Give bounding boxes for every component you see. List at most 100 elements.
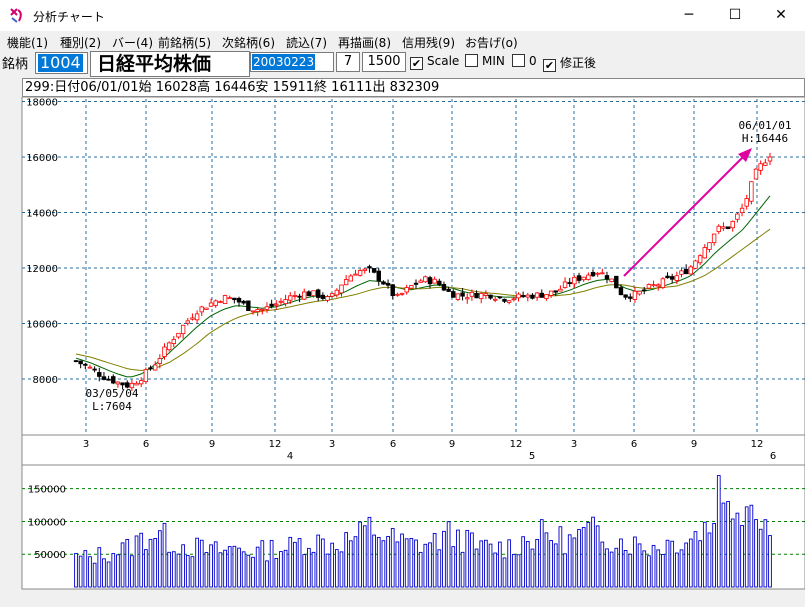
candle-body <box>353 273 358 276</box>
date-input[interactable]: 20030223 <box>250 52 334 72</box>
volume-bar <box>661 554 665 588</box>
checkbox-empty-icon <box>465 54 478 67</box>
month-tick-label: 3 <box>329 439 335 450</box>
candle-body <box>302 291 307 300</box>
volume-bar <box>209 544 213 588</box>
candle-body <box>730 220 735 229</box>
month-tick-label: 12 <box>751 439 764 450</box>
menu-next-stock[interactable]: 次銘柄(6) <box>222 36 275 50</box>
stock-code-value: 1004 <box>38 53 83 72</box>
min-checkbox[interactable]: MIN <box>465 54 505 70</box>
candle-body <box>222 295 228 304</box>
adjusted-label: 修正後 <box>560 56 597 70</box>
candle-body <box>208 302 214 307</box>
menu-margin-balance[interactable]: 信用残(9) <box>402 36 455 50</box>
title-bar[interactable]: 分析チャート ─ ☐ ✕ <box>0 0 805 31</box>
candle-body <box>320 294 326 299</box>
month-tick-label: 9 <box>449 439 455 450</box>
menu-redraw[interactable]: 再描画(8) <box>338 36 391 50</box>
volume-bar <box>609 551 614 588</box>
maximize-button[interactable]: ☐ <box>728 7 742 23</box>
volume-bar <box>563 553 567 588</box>
candle-body <box>334 289 340 296</box>
volume-bar <box>488 543 493 588</box>
candle-body <box>288 295 293 301</box>
candle-body <box>646 284 652 289</box>
candle-body <box>115 381 121 385</box>
price-tick-label: 14000 <box>26 209 58 220</box>
candle-body <box>101 376 107 380</box>
candle-body <box>763 162 768 166</box>
candle-body <box>716 225 721 232</box>
volume-bar <box>260 540 265 588</box>
volume-bar <box>460 551 465 588</box>
candle-body <box>362 268 367 271</box>
candle-body <box>479 293 484 299</box>
close-button[interactable]: ✕ <box>775 7 787 23</box>
volume-bar <box>656 549 661 588</box>
menu-type[interactable]: 種別(2) <box>60 36 101 50</box>
scale-checkbox[interactable]: ✔ Scale <box>410 54 459 70</box>
volume-bar <box>372 534 376 588</box>
volume-bar <box>740 525 744 588</box>
candle-body <box>283 299 288 305</box>
checkbox-check-icon: ✔ <box>410 57 423 70</box>
count-input[interactable]: 1500 <box>362 52 406 72</box>
volume-panel <box>21 464 805 590</box>
volume-bar <box>227 546 232 588</box>
minimize-button[interactable]: ─ <box>684 7 694 23</box>
volume-bar <box>605 548 609 588</box>
volume-bar <box>316 534 321 588</box>
candle-body <box>176 332 181 338</box>
checkbox-empty-icon <box>512 54 525 67</box>
candle-body <box>548 290 554 296</box>
volume-bar <box>116 554 120 588</box>
volume-bar <box>670 540 675 588</box>
candle-body <box>628 296 633 299</box>
volume-bar <box>539 519 544 588</box>
days-input[interactable]: 7 <box>336 52 360 72</box>
volume-bar <box>269 539 274 588</box>
adjusted-checkbox[interactable]: ✔ 修正後 <box>543 54 597 72</box>
volume-bar <box>716 475 721 588</box>
month-tick-label: 12 <box>269 439 282 450</box>
volume-bar <box>647 555 651 588</box>
menu-oracle[interactable]: お告げ(o) <box>465 36 518 50</box>
candle-body <box>381 281 386 285</box>
volume-bar <box>232 545 237 588</box>
candle-body <box>269 303 274 307</box>
candle-body <box>292 295 298 297</box>
candle-body <box>260 308 265 311</box>
volume-bar <box>311 551 316 588</box>
candle-body <box>83 363 88 366</box>
candle-body <box>418 280 423 283</box>
short-moving-average-line <box>75 195 771 378</box>
menu-bar-type[interactable]: バー(4) <box>112 36 153 50</box>
stock-code-input[interactable]: 1004 <box>35 52 88 74</box>
candle-body <box>255 309 260 312</box>
volume-bar <box>204 552 209 588</box>
volume-bar <box>307 547 311 588</box>
volume-bar <box>330 542 335 588</box>
candle-body <box>357 270 363 276</box>
candle-body <box>199 306 204 313</box>
chart-area: 8000 10000 12000 14000 16000 18000 3 6 9 12 3 6 9 12… <box>21 97 805 590</box>
menu-prev-stock[interactable]: 前銘柄(5) <box>158 36 211 50</box>
candle-body <box>371 268 377 273</box>
volume-bar <box>344 532 348 588</box>
zero-checkbox[interactable]: 0 <box>512 54 537 70</box>
menu-load[interactable]: 読込(7) <box>286 36 327 50</box>
price-tick-label: 16000 <box>26 153 58 164</box>
high-date-annotation: 06/01/01 <box>739 119 792 132</box>
trend-arrow-line <box>623 153 747 277</box>
candle-body <box>390 284 395 297</box>
date-value: 20030223 <box>252 54 316 70</box>
volume-bar <box>279 551 283 588</box>
volume-bar <box>474 548 479 588</box>
candle-body <box>218 301 223 303</box>
menu-function[interactable]: 機能(1) <box>7 36 48 50</box>
candle-body <box>702 247 707 259</box>
volume-bar <box>642 550 647 588</box>
volume-bar <box>712 523 716 588</box>
volume-bar <box>409 538 414 588</box>
